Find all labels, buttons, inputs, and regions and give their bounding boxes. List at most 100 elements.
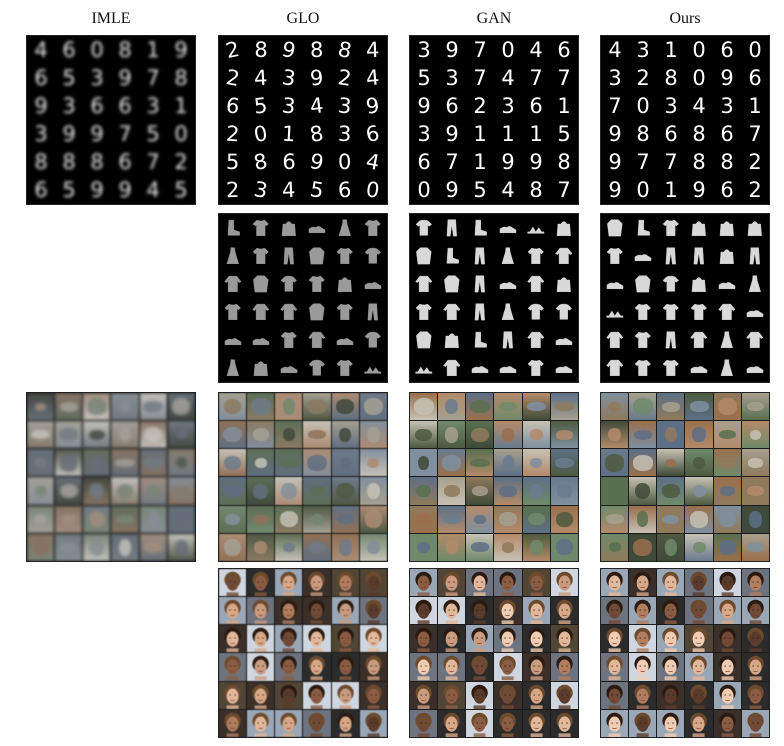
- digit-glyph: 9: [364, 92, 382, 119]
- sample-cell: 1: [275, 120, 303, 148]
- sample-cell: [219, 681, 247, 709]
- sample-cell: 9: [438, 176, 466, 204]
- face-icon: [747, 684, 764, 709]
- sample-cell: [438, 477, 466, 505]
- face-icon: [690, 656, 708, 681]
- object-blob: [717, 398, 737, 415]
- object-blob: [501, 542, 515, 553]
- sample-cell: [438, 270, 466, 298]
- sample-cell: 6: [111, 148, 139, 176]
- object-blob: [60, 454, 78, 472]
- face-icon: [471, 712, 489, 737]
- pullover-icon: [443, 303, 461, 321]
- sample-cell: [247, 569, 275, 597]
- object-blob: [367, 457, 380, 469]
- sample-cell: [410, 597, 438, 625]
- object-blob: [443, 485, 460, 497]
- face-icon: [365, 712, 382, 737]
- digit-glyph: 3: [445, 65, 459, 90]
- sample-cell: [247, 270, 275, 298]
- sample-cell: 7: [522, 64, 550, 92]
- sample-cell: 2: [331, 64, 359, 92]
- object-blob: [530, 457, 543, 469]
- sample-cell: [466, 625, 494, 653]
- face-icon: [365, 599, 382, 625]
- celeba-ours-grid: [600, 568, 770, 738]
- object-blob: [175, 457, 187, 469]
- digit-glyph: 6: [34, 65, 48, 90]
- sample-cell: 3: [275, 64, 303, 92]
- digit-glyph: 8: [308, 120, 326, 147]
- digit-glyph: 3: [720, 93, 734, 118]
- digit-glyph: 9: [501, 149, 515, 174]
- object-blob: [417, 455, 430, 471]
- sample-cell: 5: [167, 176, 195, 204]
- sample-cell: [713, 421, 741, 449]
- sample-cell: [657, 393, 685, 421]
- sample-cell: 6: [657, 120, 685, 148]
- digit-glyph: 2: [225, 177, 241, 202]
- face-icon: [308, 712, 326, 737]
- sample-cell: [331, 625, 359, 653]
- sample-cell: [522, 242, 550, 270]
- face-icon: [528, 712, 545, 737]
- sample-cell: [466, 298, 494, 326]
- sample-cell: [331, 393, 359, 421]
- sample-cell: 8: [303, 120, 331, 148]
- sample-cell: [629, 354, 657, 382]
- sample-cell: [219, 242, 247, 270]
- sample-cell: [111, 421, 139, 449]
- digit-glyph: 9: [62, 121, 76, 146]
- sample-cell: 4: [494, 64, 522, 92]
- object-blob: [34, 486, 47, 496]
- face-icon: [415, 684, 432, 709]
- object-blob: [689, 401, 709, 412]
- sample-cell: 6: [550, 36, 578, 64]
- dress-icon: [748, 275, 762, 293]
- sample-cell: [410, 421, 438, 449]
- pullover-icon: [252, 303, 270, 321]
- dress-icon: [501, 303, 515, 321]
- sample-cell: [167, 421, 195, 449]
- sample-cell: [657, 505, 685, 533]
- digit-glyph: 9: [692, 177, 706, 202]
- sample-cell: [629, 533, 657, 561]
- boot-icon: [474, 219, 488, 236]
- sample-cell: [219, 709, 247, 737]
- sample-cell: [55, 505, 83, 533]
- face-icon: [556, 712, 573, 737]
- sample-cell: [629, 569, 657, 597]
- digit-glyph: 9: [118, 177, 132, 202]
- sample-cell: 3: [55, 92, 83, 120]
- digit-glyph: 6: [224, 92, 242, 119]
- sample-cell: 1: [167, 92, 195, 120]
- face-icon: [690, 684, 708, 709]
- object-blob: [718, 540, 736, 555]
- sample-cell: [331, 709, 359, 737]
- sample-cell: [713, 597, 741, 625]
- sample-cell: [331, 421, 359, 449]
- object-blob: [415, 512, 432, 526]
- sample-cell: [629, 477, 657, 505]
- shirt-icon: [336, 303, 354, 321]
- sample-cell: [55, 449, 83, 477]
- sample-cell: 9: [713, 64, 741, 92]
- shirt-icon: [252, 219, 270, 237]
- object-blob: [632, 455, 653, 471]
- sample-cell: 8: [247, 36, 275, 64]
- digit-glyph: 8: [692, 121, 706, 146]
- object-blob: [554, 402, 574, 411]
- sample-cell: [438, 354, 466, 382]
- digit-glyph: 9: [280, 36, 299, 63]
- digit-glyph: 4: [608, 37, 622, 62]
- sample-cell: 5: [247, 92, 275, 120]
- sample-cell: [55, 477, 83, 505]
- face-icon: [224, 656, 241, 681]
- tshirt-icon: [555, 303, 573, 320]
- object-blob: [364, 510, 383, 528]
- digit-glyph: 5: [417, 65, 431, 90]
- face-icon: [634, 628, 651, 653]
- sample-cell: 0: [494, 36, 522, 64]
- sample-cell: [741, 214, 769, 242]
